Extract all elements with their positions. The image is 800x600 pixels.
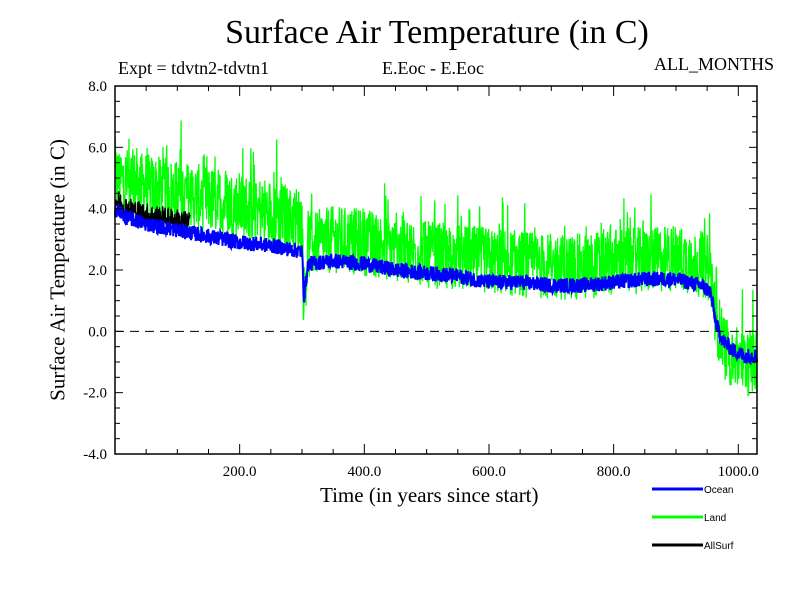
variable-subtitle: E.Eoc - E.Eoc xyxy=(382,58,484,78)
legend-label: Land xyxy=(704,513,726,524)
experiment-subtitle: Expt = tdvtn2-tdvtn1 xyxy=(118,58,270,78)
x-tick-label: 400.0 xyxy=(347,464,381,480)
x-tick-label: 1000.0 xyxy=(718,464,759,480)
y-tick-label: 8.0 xyxy=(88,79,107,95)
y-tick-label: 4.0 xyxy=(88,202,107,218)
legend-item-allsurf: AllSurf xyxy=(652,541,734,552)
y-tick-label: 6.0 xyxy=(88,140,107,156)
ticks-layer: -4.0 -2.0 0.0 2.0 4.0 6.0 8.0 200.0 400.0 600.0 80… xyxy=(83,79,759,480)
legend: Ocean Land AllSurf xyxy=(652,485,734,552)
series-layer xyxy=(114,120,758,397)
months-subtitle: ALL_MONTHS xyxy=(654,54,774,74)
x-tick-label: 600.0 xyxy=(472,464,506,480)
chart-title: Surface Air Temperature (in C) xyxy=(225,14,649,51)
legend-label: AllSurf xyxy=(704,541,734,552)
legend-item-ocean: Ocean xyxy=(652,485,733,496)
y-tick-label: -4.0 xyxy=(83,447,107,463)
y-tick-label: -2.0 xyxy=(83,386,107,402)
x-axis-label: Time (in years since start) xyxy=(320,483,539,507)
x-tick-label: 200.0 xyxy=(223,464,257,480)
series-line-ocean xyxy=(114,204,758,366)
x-tick-label: 800.0 xyxy=(597,464,631,480)
y-tick-label: 2.0 xyxy=(88,263,107,279)
series-line-land xyxy=(114,120,758,397)
y-tick-label: 0.0 xyxy=(88,324,107,340)
legend-label: Ocean xyxy=(704,485,733,496)
legend-item-land: Land xyxy=(652,513,726,524)
